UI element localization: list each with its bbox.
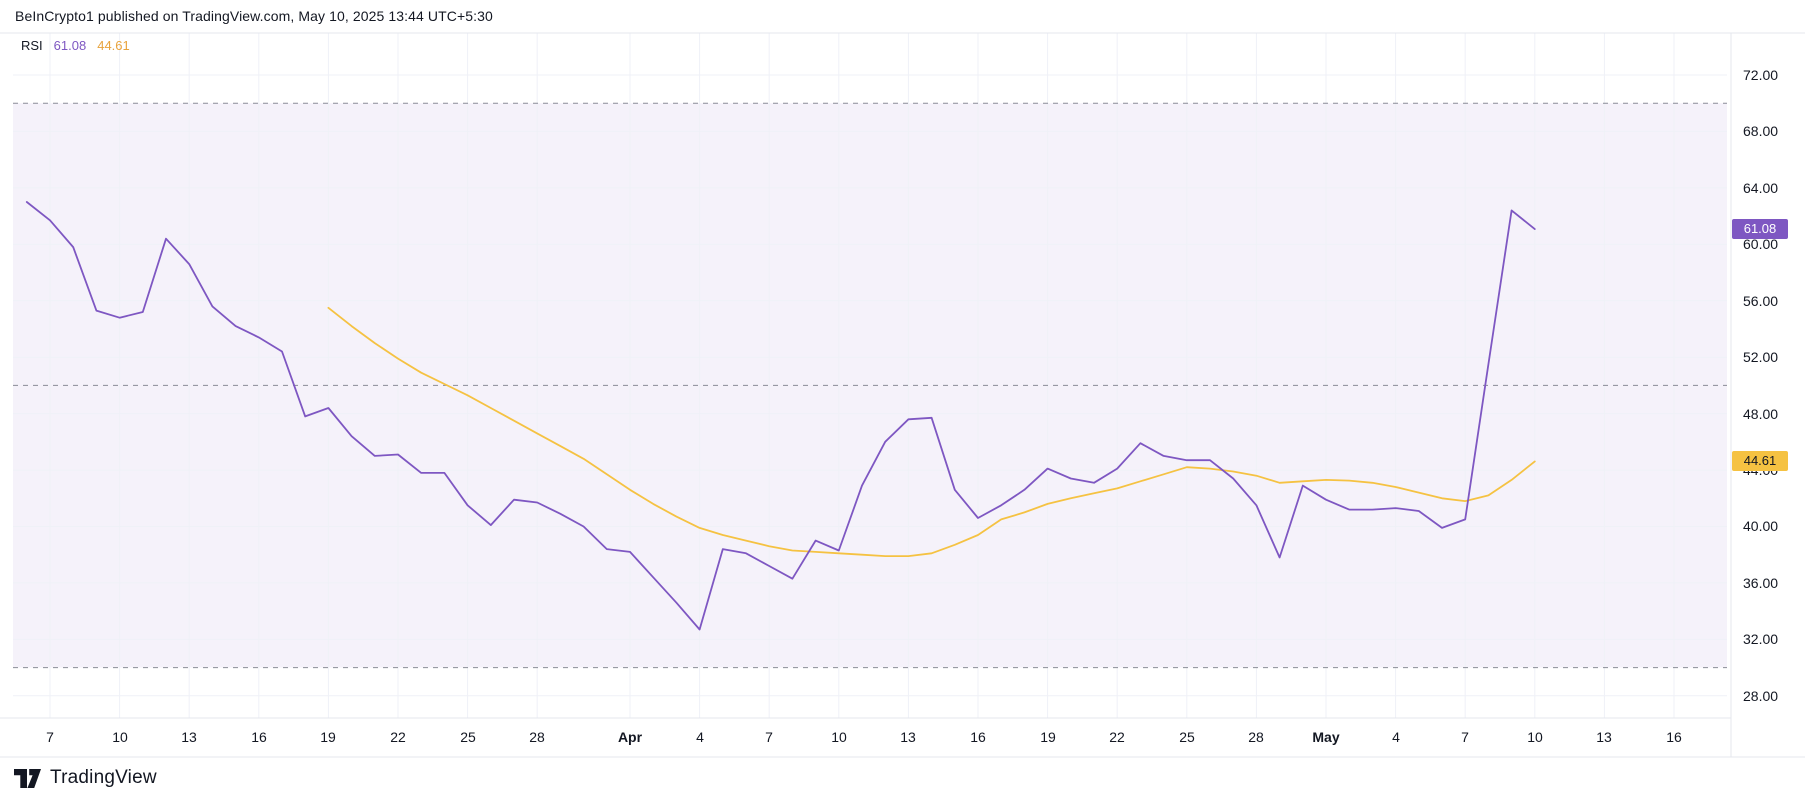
attribution-text: BeInCrypto1 published on TradingView.com… (15, 8, 493, 24)
legend-ma-value: 44.61 (97, 38, 130, 53)
indicator-legend[interactable]: RSI 61.08 44.61 (21, 38, 130, 53)
ma-price-badge: 44.61 (1732, 451, 1788, 471)
tradingview-icon (14, 768, 41, 788)
tradingview-wordmark: TradingView (50, 767, 157, 788)
indicator-name: RSI (21, 38, 43, 53)
rsi-price-badge: 61.08 (1732, 219, 1788, 239)
tradingview-logo[interactable]: TradingView (14, 767, 157, 789)
legend-rsi-value: 61.08 (53, 38, 87, 53)
